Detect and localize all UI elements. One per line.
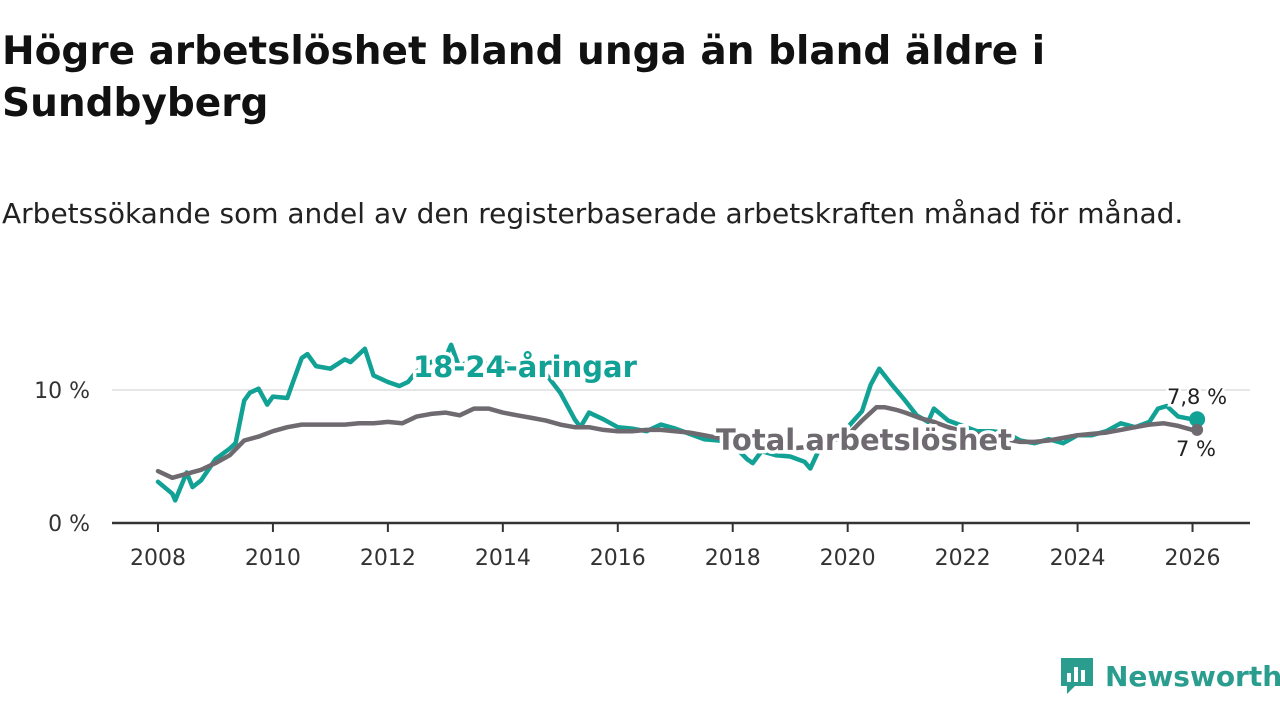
y-tick-label: 0 % bbox=[48, 512, 90, 537]
y-tick-label: 10 % bbox=[34, 379, 90, 404]
x-tick-label: 2008 bbox=[130, 546, 186, 571]
chart-subtitle: Arbetssökande som andel av den registerb… bbox=[2, 197, 1184, 230]
x-tick-label: 2026 bbox=[1165, 546, 1221, 571]
grid-layer: 0 % 10 % 2008 2010 2012 2014 2016 2018 2020 2022 2… bbox=[34, 379, 1250, 571]
x-tick-label: 2018 bbox=[705, 546, 761, 571]
end-value-label-youth: 7,8 % bbox=[1167, 385, 1227, 409]
x-tick-label: 2012 bbox=[360, 546, 416, 571]
series-label-total: Total arbetslöshet bbox=[716, 423, 1012, 457]
x-tick-label: 2024 bbox=[1050, 546, 1106, 571]
series-label-youth: 18-24-åringar bbox=[413, 350, 638, 384]
x-tick-label: 2010 bbox=[245, 546, 301, 571]
series-layer bbox=[155, 342, 1206, 503]
x-tick-label: 2014 bbox=[475, 546, 531, 571]
x-tick-label: 2022 bbox=[935, 546, 991, 571]
series-endpoint-youth bbox=[1189, 411, 1206, 428]
brand-logo: Newsworthy bbox=[1059, 655, 1280, 697]
series-line-total bbox=[155, 405, 1200, 481]
x-tick-label: 2016 bbox=[590, 546, 646, 571]
line-chart: 0 % 10 % 2008 2010 2012 2014 2016 2018 2020 2022 2… bbox=[34, 342, 1250, 571]
chart-title: Högre arbetslöshet bland unga än bland ä… bbox=[2, 29, 1046, 126]
newsworthy-logo-icon bbox=[1061, 658, 1093, 694]
brand-name: Newsworthy bbox=[1105, 659, 1280, 693]
series-endpoint-total bbox=[1191, 423, 1204, 436]
x-tick-label: 2020 bbox=[820, 546, 876, 571]
end-value-label-total: 7 % bbox=[1176, 437, 1216, 461]
labels-layer: 18-24-åringar Total arbetslöshet 7,8 % 7 % bbox=[410, 347, 1230, 464]
